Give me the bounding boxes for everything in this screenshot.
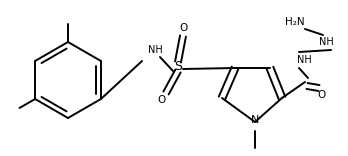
Text: O: O <box>318 90 326 100</box>
Text: O: O <box>158 95 166 105</box>
Text: NH: NH <box>319 37 333 47</box>
Text: S: S <box>174 59 182 73</box>
Text: NH: NH <box>148 45 163 55</box>
Text: O: O <box>179 23 187 33</box>
Text: N: N <box>251 115 259 125</box>
Text: H₂N: H₂N <box>285 17 305 27</box>
Text: NH: NH <box>296 55 311 65</box>
